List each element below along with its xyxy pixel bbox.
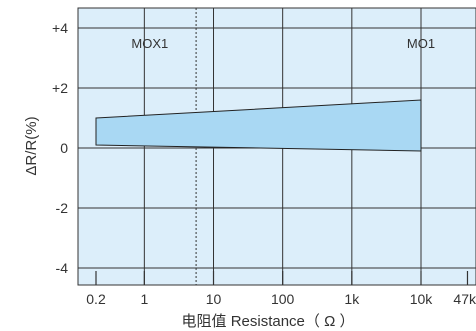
x-tick-label: 10 [206, 291, 222, 307]
x-tick-label: 47k [453, 291, 476, 307]
y-tick-label: 0 [60, 140, 68, 156]
y-axis-label: ΔR/R(%) [23, 116, 40, 175]
x-tick-label: 0.2 [86, 291, 106, 307]
x-axis-label: 电阻值 Resistance（ Ω ） [182, 313, 355, 330]
y-tick-label: +4 [52, 20, 68, 36]
x-tick-label: 100 [271, 291, 295, 307]
y-tick-label: -4 [56, 260, 69, 276]
tolerance-band [95, 99, 422, 152]
region-label: MO1 [407, 36, 435, 51]
y-tick-label: -2 [56, 200, 69, 216]
region-labels: MOX1 MO1 [131, 36, 435, 51]
y-tick-label: +2 [52, 80, 68, 96]
x-tick-label: 10k [410, 291, 434, 307]
tick-labels: +4 +2 0 -2 -4 0.2 1 10 100 1k 10k 47k [52, 20, 476, 307]
band-area [95, 99, 422, 152]
x-tick-label: 1k [344, 291, 360, 307]
region-label: MOX1 [131, 36, 168, 51]
x-tick-label: 1 [140, 291, 148, 307]
